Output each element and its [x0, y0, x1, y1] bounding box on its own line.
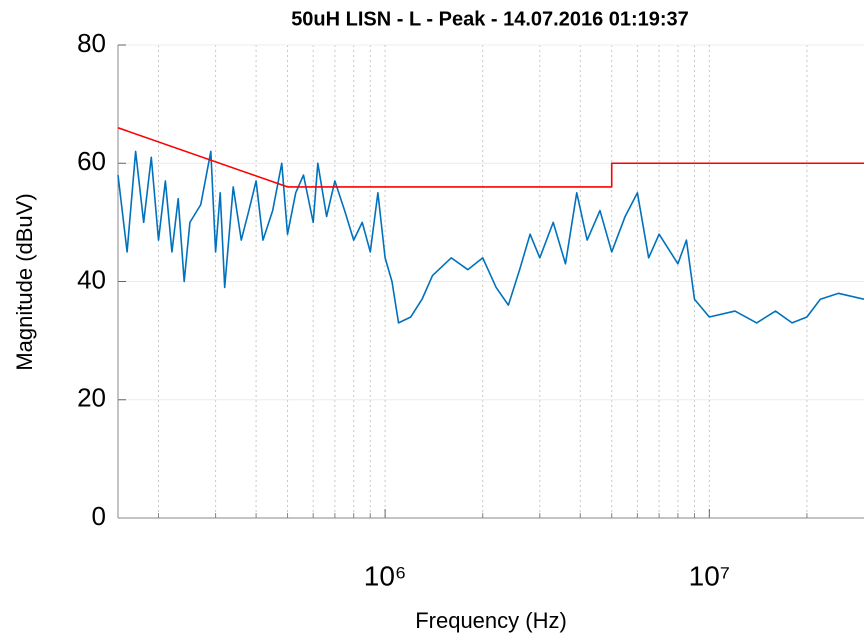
y-tick-label: 0 [92, 501, 106, 531]
x-tick-label: 10⁷ [689, 560, 730, 591]
chart-title: 50uH LISN - L - Peak - 14.07.2016 01:19:… [291, 8, 689, 30]
y-tick-label: 80 [77, 28, 106, 58]
y-tick-label: 60 [77, 146, 106, 176]
y-tick-label: 40 [77, 264, 106, 294]
x-tick-label: 10⁶ [364, 560, 407, 591]
series-line [117, 127, 864, 188]
y-tick-label: 20 [77, 383, 106, 413]
y-axis-label: Magnitude (dBuV) [12, 193, 37, 370]
series-line [117, 150, 864, 324]
x-axis-label: Frequency (Hz) [415, 608, 567, 633]
